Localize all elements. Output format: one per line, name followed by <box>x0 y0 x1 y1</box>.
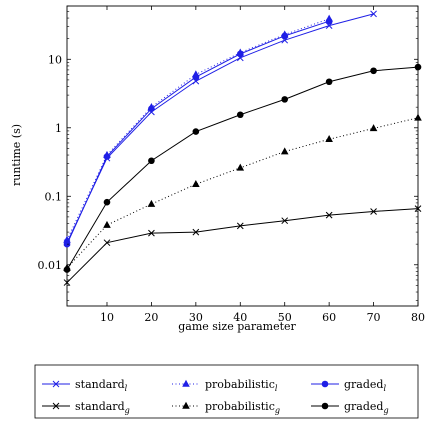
x-tick-label: 50 <box>278 311 292 324</box>
data-point-graded-g <box>281 96 289 103</box>
legend-label: probabilisticl <box>205 378 278 393</box>
series-probabilistic-g <box>63 113 422 271</box>
plot-frame <box>66 5 419 307</box>
series-graded-g <box>63 63 422 273</box>
data-point-graded-g <box>103 198 111 206</box>
series-layer <box>63 10 422 286</box>
x-tick-label: 70 <box>367 311 381 324</box>
y-tick-label: 10 <box>48 53 62 66</box>
series-standard-l <box>63 10 377 247</box>
data-point-graded-g <box>414 63 422 71</box>
data-point-standard-g <box>281 217 289 225</box>
data-point-graded-g <box>148 157 155 165</box>
y-axis-label: runtime (s) <box>10 124 23 186</box>
x-tick-label: 30 <box>189 311 203 324</box>
data-point-probabilistic-g <box>236 163 245 171</box>
legend-label: gradedg <box>344 400 389 415</box>
legend-marker <box>52 402 60 410</box>
legend-label: standardl <box>75 378 128 393</box>
data-point-probabilistic-g <box>147 199 156 207</box>
series-line-probabilistic-g <box>66 117 419 269</box>
legend-marker <box>182 401 190 409</box>
data-point-standard-l <box>370 10 377 18</box>
data-point-probabilistic-g <box>280 147 289 155</box>
data-point-graded-g <box>192 128 200 135</box>
data-point-probabilistic-g <box>414 113 422 121</box>
data-point-standard-g <box>370 208 377 215</box>
plot-area <box>66 5 419 307</box>
data-point-graded-g <box>325 78 333 86</box>
legend-marker <box>321 402 329 410</box>
data-point-graded-g <box>370 67 377 75</box>
series-standard-g <box>63 205 422 286</box>
data-point-probabilistic-g <box>192 180 200 188</box>
data-point-probabilistic-g <box>325 135 333 143</box>
data-point-probabilistic-g <box>103 220 111 228</box>
data-point-graded-l <box>192 73 200 81</box>
data-point-standard-g <box>63 279 71 286</box>
legend-marker <box>321 380 329 388</box>
series-line-standard-g <box>66 208 419 283</box>
y-tick-label: 0.1 <box>45 190 63 203</box>
axes: 10 20 30 40 50 60 70 80 0.01 0.1 1 10 <box>38 5 425 324</box>
legend-box <box>34 364 419 419</box>
data-point-standard-g <box>236 222 244 230</box>
y-tick-label: 1 <box>55 122 62 135</box>
legend-item-standard-g: standardg <box>42 400 130 415</box>
x-tick-label: 10 <box>100 311 114 324</box>
legend-item-standard-l: standardl <box>42 378 128 393</box>
legend-item-probabilistic-l: probabilisticl <box>172 378 278 393</box>
x-tick-label: 80 <box>411 311 425 324</box>
x-tick-label: 40 <box>233 311 247 324</box>
legend-marker <box>182 379 190 387</box>
legend-marker <box>52 380 60 388</box>
data-point-graded-g <box>63 266 71 273</box>
series-graded-l <box>63 17 333 248</box>
legend-label: probabilisticg <box>205 400 280 415</box>
data-point-graded-l <box>281 32 289 40</box>
x-tick-label: 20 <box>144 311 158 324</box>
x-axis-label: game size parameter <box>178 320 296 333</box>
legend: standardl probabilisticl gradedl standardg p… <box>34 364 419 419</box>
legend-item-probabilistic-g: probabilisticg <box>172 400 280 415</box>
x-tick-label: 60 <box>322 311 336 324</box>
series-line-standard-l <box>66 13 374 243</box>
legend-label: gradedl <box>344 378 386 393</box>
legend-label: standardg <box>75 400 130 415</box>
data-point-graded-l <box>325 17 333 25</box>
data-point-graded-l <box>103 153 111 160</box>
legend-item-graded-g: gradedg <box>311 400 389 415</box>
legend-item-graded-l: gradedl <box>311 378 386 393</box>
data-point-standard-g <box>192 228 200 236</box>
data-point-standard-g <box>325 211 333 219</box>
data-point-probabilistic-g <box>369 124 378 132</box>
data-point-graded-l <box>236 50 244 58</box>
y-tick-label: 0.01 <box>38 259 63 272</box>
data-point-graded-g <box>236 111 244 119</box>
data-point-standard-g <box>148 229 155 237</box>
data-point-standard-g <box>103 239 111 247</box>
data-point-graded-l <box>148 105 155 112</box>
